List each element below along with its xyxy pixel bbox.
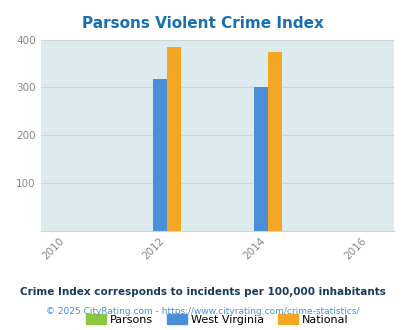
Text: Crime Index corresponds to incidents per 100,000 inhabitants: Crime Index corresponds to incidents per… [20, 287, 385, 297]
Bar [152, 79, 166, 231]
Text: Parsons Violent Crime Index: Parsons Violent Crime Index [82, 16, 323, 31]
Text: © 2025 CityRating.com - https://www.cityrating.com/crime-statistics/: © 2025 CityRating.com - https://www.city… [46, 307, 359, 316]
Bar [253, 87, 267, 231]
Bar [267, 51, 281, 231]
Bar [166, 47, 181, 231]
Legend: Parsons, West Virginia, National: Parsons, West Virginia, National [81, 309, 352, 329]
